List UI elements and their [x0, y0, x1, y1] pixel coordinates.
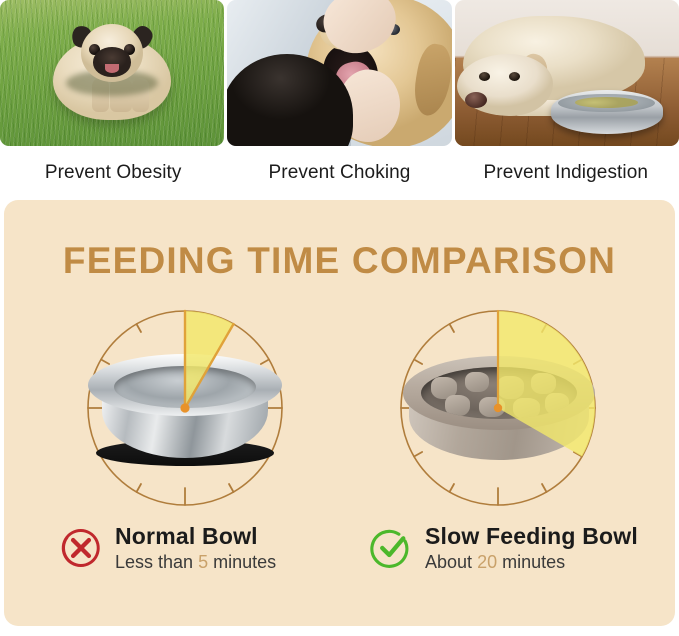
slow-feeding-bowl-time-wedge	[493, 309, 595, 457]
duration-prefix: About	[425, 552, 473, 572]
normal-bowl-clock-group	[70, 292, 300, 512]
slow-feeding-bowl-duration: About 20 minutes	[425, 550, 638, 574]
page-title: FEEDING TIME COMPARISON	[62, 240, 617, 281]
benefit-caption-obesity: Prevent Obesity	[44, 162, 182, 183]
duration-prefix: Less than	[115, 552, 194, 572]
duration-suffix: minutes	[213, 552, 277, 572]
maze-nub	[431, 377, 457, 399]
normal-bowl-duration: Less than 5 minutes	[115, 550, 276, 574]
pug-tongue	[105, 64, 120, 73]
benefit-caption-choking: Prevent Choking	[268, 162, 411, 183]
benefit-photo-obesity	[0, 0, 225, 146]
normal-bowl-title: Normal Bowl	[115, 523, 258, 549]
labrador-eye	[508, 72, 520, 81]
duration-value: 5	[198, 552, 209, 572]
labrador-eye	[478, 72, 490, 81]
pug-leg	[92, 78, 110, 112]
benefit-caption-row: Prevent Obesity Prevent Choking Prevent …	[0, 150, 679, 196]
normal-bowl-labels: Normal Bowl Less than 5 minutes	[115, 522, 276, 574]
pug-eye	[124, 44, 136, 55]
slow-feeding-bowl-result: Slow Feeding Bowl About 20 minutes	[370, 522, 638, 574]
labrador-nose	[464, 92, 487, 108]
feeding-time-comparison-panel: FEEDING TIME COMPARISON	[4, 200, 675, 626]
benefit-photo-row	[0, 0, 679, 146]
pug-leg	[132, 78, 150, 112]
normal-bowl-result: Normal Bowl Less than 5 minutes	[60, 522, 276, 574]
duration-suffix: minutes	[502, 552, 566, 572]
slow-feeding-bowl-title: Slow Feeding Bowl	[425, 523, 638, 549]
labrador-lying-beside-food-bowl-photo	[454, 0, 679, 146]
comparison-results-row: Normal Bowl Less than 5 minutes Slow Fee…	[4, 522, 675, 604]
stainless-steel-normal-bowl	[88, 354, 282, 466]
steel-food-bowl	[550, 90, 663, 134]
pug-leg	[110, 78, 128, 112]
maze-nub	[445, 395, 470, 416]
overweight-pug-on-grass-photo	[0, 0, 225, 146]
normal-bowl-time-wedge	[180, 309, 235, 413]
slow-feeding-bowl-labels: Slow Feeding Bowl About 20 minutes	[425, 522, 638, 574]
benefit-photo-indigestion	[454, 0, 679, 146]
maze-nub	[465, 372, 489, 392]
vet-checking-golden-retriever-mouth-photo	[227, 0, 452, 146]
pug-eye	[89, 44, 101, 55]
duration-value: 20	[477, 552, 498, 572]
bowl-food	[575, 97, 638, 108]
slow-feeding-bowl-clock-group	[383, 292, 613, 512]
red-cross-icon	[61, 529, 100, 567]
benefit-caption-indigestion: Prevent Indigestion	[483, 162, 649, 183]
benefit-photo-choking	[227, 0, 452, 146]
green-check-icon	[370, 529, 409, 568]
clock-comparison-row	[4, 292, 675, 512]
